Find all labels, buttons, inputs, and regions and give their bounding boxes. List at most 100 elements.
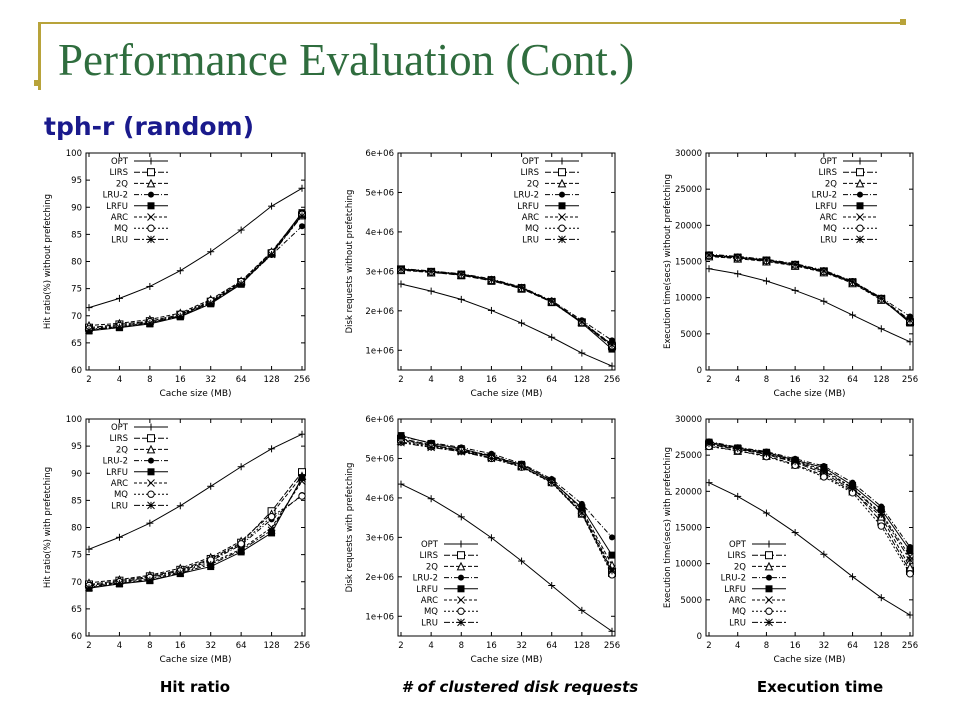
x-tick-label: 256 <box>294 641 310 651</box>
legend-marker <box>147 468 155 476</box>
legend-label: 2Q <box>116 179 128 189</box>
caption-disk-requests: # of clustered disk requests <box>401 678 639 696</box>
legend-label: MQ <box>732 607 746 617</box>
legend-label: LIRS <box>520 168 539 178</box>
legend-label: LRU-2 <box>413 574 438 584</box>
x-axis-label: Cache size (MB) <box>159 655 231 665</box>
legend-label: LIRS <box>727 551 746 561</box>
chart-hit-no-prefetch: 60 65 70 75 80 85 90 95 100 2 4 8 16 32 64 128 256 Cache … <box>43 149 310 399</box>
y-tick-label: 90 <box>71 469 82 479</box>
x-tick-label: 128 <box>873 641 889 651</box>
series-line-lru-2 <box>708 440 911 548</box>
legend-label: LRU <box>111 235 128 245</box>
plot-frame <box>397 418 616 637</box>
series-line-mq <box>708 255 911 322</box>
series-line-lru <box>400 442 613 572</box>
legend-label: ARC <box>522 213 539 223</box>
x-axis-label: Cache size (MB) <box>773 389 845 399</box>
x-tick-label: 256 <box>604 641 620 651</box>
chart-exec-no-prefetch: 0 5000 10000 15000 20000 25000 30000 2 4 8 16 32 64 1… <box>663 149 918 399</box>
series-line-opt <box>88 433 303 550</box>
x-tick-label: 16 <box>486 641 497 651</box>
legend-marker <box>855 178 865 188</box>
legend-label: LRU <box>522 235 539 245</box>
plot-frame <box>397 152 616 371</box>
y-tick-label: 5000 <box>680 596 702 606</box>
data-point-lru-2 <box>299 223 305 230</box>
series-line-mq <box>88 495 303 587</box>
y-tick-label: 4e+06 <box>365 494 394 504</box>
title-accent-vertical-bar <box>38 22 41 90</box>
legend-label: LRFU <box>416 585 438 595</box>
legend-label: OPT <box>111 157 129 167</box>
series-line-lru-2 <box>400 436 613 538</box>
legend-label: 2Q <box>426 562 438 572</box>
slide-title: Performance Evaluation (Cont.) <box>58 35 635 85</box>
legend-label: LIRS <box>109 168 128 178</box>
x-tick-label: 2 <box>706 641 711 651</box>
x-tick-label: 8 <box>147 375 152 385</box>
y-tick-label: 5e+06 <box>365 454 394 464</box>
x-tick-label: 32 <box>818 641 829 651</box>
data-point-mq <box>298 492 306 500</box>
x-axis-label: Cache size (MB) <box>773 655 845 665</box>
series-line-opt <box>400 283 613 367</box>
x-tick-label: 8 <box>764 641 769 651</box>
y-tick-label: 30000 <box>675 149 702 159</box>
title-accent-horizontal-bar <box>38 22 904 24</box>
data-point-lru-2 <box>609 534 615 541</box>
legend-marker <box>765 585 773 593</box>
x-tick-label: 64 <box>236 375 247 385</box>
data-point-lrfu <box>906 547 914 555</box>
legend-label: ARC <box>820 213 837 223</box>
series-line-lru <box>708 443 911 561</box>
y-axis-label: Hit ratio(%) with prefetching <box>43 467 53 588</box>
legend-marker <box>765 596 773 604</box>
legend-marker <box>147 213 155 221</box>
y-tick-label: 10000 <box>675 294 702 304</box>
legend-marker <box>857 191 863 198</box>
legend-label: LRU-2 <box>103 457 128 467</box>
data-point-lrfu <box>397 432 405 440</box>
data-point-lrfu <box>578 504 586 512</box>
y-tick-label: 2e+06 <box>365 573 394 583</box>
legend-marker <box>558 224 566 232</box>
series-line-lrfu <box>400 435 613 556</box>
x-tick-label: 16 <box>175 375 186 385</box>
y-tick-label: 1e+06 <box>365 346 394 356</box>
y-tick-label: 85 <box>71 230 82 240</box>
x-tick-label: 4 <box>117 375 122 385</box>
series-line-lrfu <box>88 477 303 589</box>
series-line-arc <box>88 481 303 588</box>
legend-label: ARC <box>421 596 438 606</box>
series-line-lru-2 <box>708 253 911 317</box>
series-line-lru-2 <box>88 494 303 587</box>
legend-marker <box>457 596 465 604</box>
data-point-arc <box>906 552 914 561</box>
y-tick-label: 25000 <box>675 185 702 195</box>
x-tick-label: 64 <box>847 375 858 385</box>
series-line-lru <box>708 254 911 321</box>
legend-label: LRU <box>421 618 438 628</box>
series-line-lru <box>400 268 613 346</box>
series-line-2q <box>88 475 303 584</box>
legend-label: 2Q <box>825 179 837 189</box>
y-tick-label: 30000 <box>675 415 702 425</box>
series-line-arc <box>400 439 613 570</box>
x-tick-label: 16 <box>790 375 801 385</box>
y-tick-label: 80 <box>71 524 82 534</box>
y-tick-label: 65 <box>71 605 82 615</box>
legend-label: LRU-2 <box>514 191 539 201</box>
y-tick-label: 60 <box>71 366 82 376</box>
legend-marker <box>456 561 466 571</box>
series-line-opt <box>708 268 911 343</box>
data-point-mq <box>906 570 914 578</box>
x-tick-label: 8 <box>147 641 152 651</box>
legend-marker <box>147 434 155 443</box>
legend-marker <box>856 168 864 177</box>
y-tick-label: 0 <box>697 366 702 376</box>
x-tick-label: 64 <box>546 375 557 385</box>
